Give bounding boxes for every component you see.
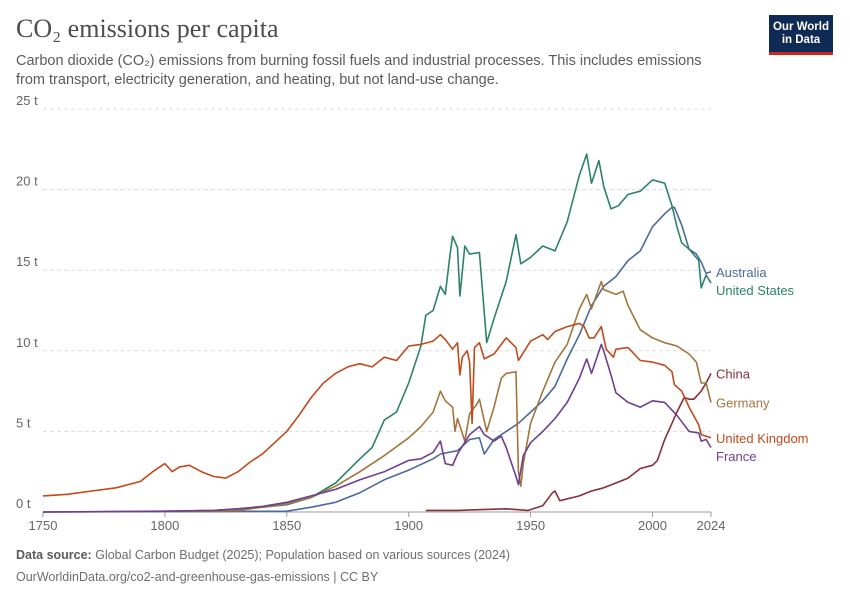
data-source: Data source: Global Carbon Budget (2025)… <box>16 548 510 562</box>
chart-title: CO₂ emissions per capita <box>16 14 279 43</box>
x-tick-label: 1850 <box>272 518 301 533</box>
series-label-united-states: United States <box>716 283 795 298</box>
y-tick-label: 25 t <box>16 93 38 108</box>
x-tick-label: 1800 <box>150 518 179 533</box>
y-tick-label: 5 t <box>16 415 31 430</box>
series-line-china[interactable] <box>425 373 712 512</box>
series-label-france: France <box>716 449 756 464</box>
series-line-united-kingdom[interactable] <box>42 322 712 497</box>
x-tick-label: 1900 <box>394 518 423 533</box>
x-axis-ticks: 1750 1800 1850 1900 1950 2000 2024 <box>29 512 726 533</box>
y-axis-ticks: 0 t 5 t 10 t 15 t 20 t 25 t <box>16 93 38 511</box>
data-source-text: Global Carbon Budget (2025); Population … <box>95 548 511 562</box>
chart-subtitle: Carbon dioxide (CO₂) emissions from burn… <box>16 53 702 88</box>
series-label-germany: Germany <box>716 395 770 410</box>
series-line-australia[interactable] <box>42 206 712 513</box>
x-tick-label: 1950 <box>516 518 545 533</box>
y-tick-label: 10 t <box>16 335 38 350</box>
logo-line-1: Our World <box>772 20 829 33</box>
series-line-france[interactable] <box>42 343 712 513</box>
source-url[interactable]: OurWorldinData.org/co2-and-greenhouse-ga… <box>16 570 379 584</box>
series-label-australia: Australia <box>716 265 767 280</box>
series-label-china: China <box>716 366 751 381</box>
y-tick-label: 0 t <box>16 496 31 511</box>
y-tick-label: 20 t <box>16 174 38 189</box>
series-lines <box>42 153 712 513</box>
x-tick-label: 2024 <box>697 518 726 533</box>
series-line-united-states[interactable] <box>164 153 712 512</box>
data-source-label: Data source: <box>16 548 92 562</box>
series-labels: Australia United States China Germany United… <box>716 265 809 464</box>
series-label-united-kingdom: United Kingdom <box>716 431 809 446</box>
series-line-germany[interactable] <box>42 280 712 513</box>
y-tick-label: 15 t <box>16 254 38 269</box>
x-tick-label: 2000 <box>638 518 667 533</box>
logo-line-2: in Data <box>781 33 821 46</box>
owid-logo[interactable]: Our World in Data <box>769 15 833 55</box>
x-tick-label: 1750 <box>29 518 58 533</box>
grid-lines <box>43 108 711 513</box>
